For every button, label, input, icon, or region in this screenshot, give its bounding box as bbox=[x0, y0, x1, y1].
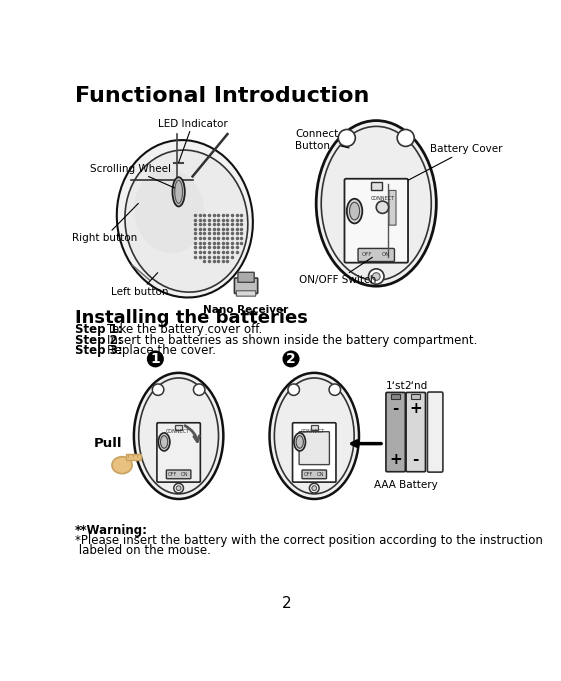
Text: 1: 1 bbox=[150, 352, 160, 366]
FancyBboxPatch shape bbox=[157, 423, 200, 482]
Text: Replace the cover.: Replace the cover. bbox=[107, 345, 217, 358]
Text: CONNECT: CONNECT bbox=[370, 195, 394, 201]
Text: ON/OFF Switch: ON/OFF Switch bbox=[299, 257, 376, 285]
FancyBboxPatch shape bbox=[311, 424, 318, 430]
Circle shape bbox=[376, 201, 389, 213]
Text: OFF: OFF bbox=[168, 472, 177, 477]
Ellipse shape bbox=[125, 150, 248, 292]
Text: 2ʻnd: 2ʻnd bbox=[404, 381, 427, 392]
Circle shape bbox=[312, 486, 316, 490]
FancyBboxPatch shape bbox=[358, 249, 394, 262]
Text: **Warning:: **Warning: bbox=[75, 524, 148, 537]
Text: 2: 2 bbox=[286, 352, 296, 366]
Circle shape bbox=[338, 129, 355, 146]
Text: Scrolling Wheel: Scrolling Wheel bbox=[90, 163, 174, 188]
Ellipse shape bbox=[160, 436, 168, 448]
Text: CONNECT: CONNECT bbox=[301, 429, 325, 434]
Circle shape bbox=[397, 129, 414, 146]
Text: AAA Battery: AAA Battery bbox=[374, 480, 438, 490]
Polygon shape bbox=[126, 454, 141, 460]
Text: Connect
Button: Connect Button bbox=[295, 129, 349, 151]
Text: Step 2:: Step 2: bbox=[75, 334, 122, 347]
Ellipse shape bbox=[139, 378, 219, 494]
Text: ON: ON bbox=[381, 253, 390, 257]
Circle shape bbox=[174, 484, 183, 493]
FancyBboxPatch shape bbox=[234, 278, 257, 294]
Circle shape bbox=[147, 351, 164, 367]
FancyBboxPatch shape bbox=[236, 291, 256, 296]
Ellipse shape bbox=[316, 121, 436, 286]
Ellipse shape bbox=[269, 373, 359, 499]
Text: Battery Cover: Battery Cover bbox=[408, 144, 503, 180]
Text: Functional Introduction: Functional Introduction bbox=[75, 86, 369, 106]
Circle shape bbox=[194, 384, 205, 396]
Text: Pull: Pull bbox=[93, 437, 122, 450]
FancyBboxPatch shape bbox=[302, 470, 327, 479]
Ellipse shape bbox=[296, 436, 304, 448]
Text: ON: ON bbox=[316, 472, 324, 477]
FancyBboxPatch shape bbox=[427, 392, 443, 472]
Text: 2: 2 bbox=[282, 596, 292, 611]
Ellipse shape bbox=[158, 433, 170, 451]
FancyBboxPatch shape bbox=[371, 182, 381, 189]
Text: 1ʻst: 1ʻst bbox=[386, 381, 406, 392]
Ellipse shape bbox=[134, 373, 223, 499]
Text: CONNECT: CONNECT bbox=[165, 429, 190, 434]
FancyBboxPatch shape bbox=[292, 423, 336, 482]
Text: *Please insert the battery with the correct position according to the instructio: *Please insert the battery with the corr… bbox=[75, 535, 542, 548]
Text: ON: ON bbox=[181, 472, 188, 477]
FancyBboxPatch shape bbox=[411, 394, 420, 399]
Circle shape bbox=[369, 269, 384, 284]
Ellipse shape bbox=[350, 202, 360, 220]
Text: Take the battery cover off.: Take the battery cover off. bbox=[107, 323, 263, 336]
FancyBboxPatch shape bbox=[167, 470, 191, 479]
Text: -: - bbox=[393, 402, 399, 417]
Ellipse shape bbox=[321, 127, 431, 281]
Ellipse shape bbox=[134, 169, 204, 253]
FancyBboxPatch shape bbox=[299, 432, 329, 464]
Circle shape bbox=[153, 384, 164, 396]
Text: +: + bbox=[389, 452, 402, 467]
Text: LED Indicator: LED Indicator bbox=[158, 118, 227, 163]
Circle shape bbox=[283, 351, 300, 367]
Ellipse shape bbox=[294, 433, 306, 451]
Ellipse shape bbox=[172, 177, 185, 206]
FancyBboxPatch shape bbox=[406, 392, 425, 472]
Ellipse shape bbox=[112, 457, 132, 474]
FancyBboxPatch shape bbox=[389, 191, 396, 225]
FancyBboxPatch shape bbox=[344, 178, 408, 263]
Text: Step 3:: Step 3: bbox=[75, 345, 122, 358]
Text: Insert the batteries as shown inside the battery compartment.: Insert the batteries as shown inside the… bbox=[107, 334, 478, 347]
Circle shape bbox=[310, 484, 319, 493]
Text: OFF: OFF bbox=[304, 472, 313, 477]
Circle shape bbox=[329, 384, 341, 396]
FancyBboxPatch shape bbox=[238, 272, 254, 283]
Circle shape bbox=[176, 486, 181, 490]
Text: Left button: Left button bbox=[111, 272, 169, 297]
Text: -: - bbox=[412, 452, 419, 467]
Text: Step 1:: Step 1: bbox=[75, 323, 122, 336]
FancyBboxPatch shape bbox=[175, 424, 182, 430]
Text: OFF: OFF bbox=[362, 253, 372, 257]
Text: Installing the batteries: Installing the batteries bbox=[75, 309, 307, 327]
Ellipse shape bbox=[274, 378, 354, 494]
Text: Right button: Right button bbox=[72, 204, 139, 243]
Text: Nano Receiver: Nano Receiver bbox=[204, 305, 289, 315]
Ellipse shape bbox=[347, 199, 362, 223]
Ellipse shape bbox=[117, 140, 253, 298]
FancyBboxPatch shape bbox=[391, 394, 401, 399]
Text: labeled on the mouse.: labeled on the mouse. bbox=[75, 545, 210, 558]
Circle shape bbox=[288, 384, 300, 396]
Ellipse shape bbox=[174, 180, 182, 204]
Circle shape bbox=[373, 272, 380, 281]
FancyBboxPatch shape bbox=[386, 392, 405, 472]
Text: +: + bbox=[410, 402, 422, 417]
